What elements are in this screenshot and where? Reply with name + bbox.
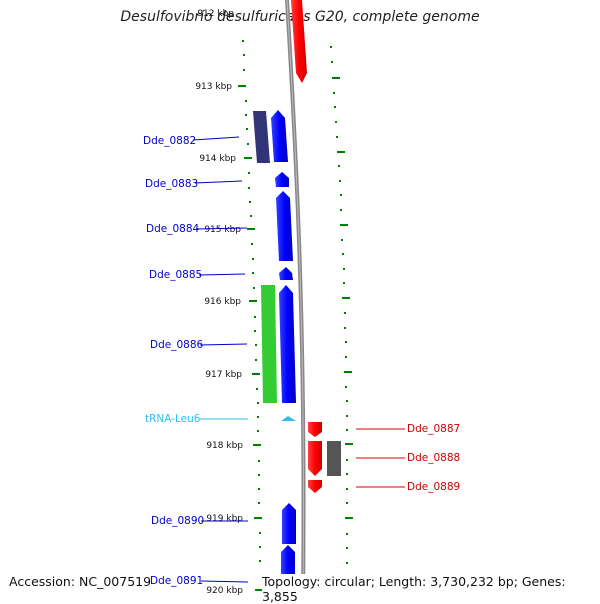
right-major-ticks bbox=[332, 77, 353, 592]
left-tick-marks bbox=[242, 40, 261, 562]
scale-label-913: 913 kbp bbox=[195, 82, 232, 92]
scale-label-916: 916 kbp bbox=[204, 297, 241, 307]
scale-label-914: 914 kbp bbox=[199, 154, 236, 164]
gene-dde-0885[interactable] bbox=[279, 267, 293, 280]
gene-dde-0886[interactable] bbox=[279, 285, 296, 403]
accession-text: Accession: NC_007519 bbox=[9, 574, 152, 589]
label-dde-0884[interactable]: Dde_0884 bbox=[146, 223, 200, 235]
label-dde-0882[interactable]: Dde_0882 bbox=[143, 135, 196, 147]
label-dde-0883[interactable]: Dde_0883 bbox=[145, 178, 198, 190]
left-gene-labels: Dde_0882 Dde_0883 Dde_0884 Dde_0885 Dde_… bbox=[143, 135, 204, 587]
scale-label-918: 918 kbp bbox=[206, 441, 243, 451]
scale-label-917: 917 kbp bbox=[205, 370, 242, 380]
pseudogene-dde-0888[interactable] bbox=[327, 441, 341, 476]
scale-label-920: 920 kbp bbox=[206, 586, 243, 596]
scale-label-912: 912 kbp bbox=[197, 9, 234, 19]
gene-dde-0883[interactable] bbox=[275, 172, 289, 187]
rna-gene[interactable] bbox=[261, 285, 277, 403]
reverse-gene-top[interactable] bbox=[291, 0, 307, 83]
gene-dde-0889[interactable] bbox=[308, 480, 322, 493]
genome-summary-text: Topology: circular; Length: 3,730,232 bp… bbox=[262, 574, 600, 604]
label-trna-leu6[interactable]: tRNA-Leu6 bbox=[145, 413, 201, 425]
scale-labels: 912 kbp 913 kbp 914 kbp 915 kbp 916 kbp … bbox=[195, 9, 243, 596]
right-tick-marks bbox=[330, 46, 348, 564]
label-dde-0890[interactable]: Dde_0890 bbox=[151, 515, 204, 527]
gene-dde-0890[interactable] bbox=[282, 503, 296, 544]
trna-leu6[interactable] bbox=[281, 416, 296, 421]
label-dde-0885[interactable]: Dde_0885 bbox=[149, 269, 202, 281]
pseudogene-dde-0882[interactable] bbox=[253, 111, 270, 163]
label-dde-0891[interactable]: Dde_0891 bbox=[150, 575, 203, 587]
right-gene-labels: Dde_0887 Dde_0888 Dde_0889 bbox=[407, 423, 460, 493]
right-leader-lines bbox=[356, 428, 405, 488]
label-dde-0887[interactable]: Dde_0887 bbox=[407, 423, 460, 435]
gene-dde-0888[interactable] bbox=[308, 441, 322, 476]
scale-label-919: 919 kbp bbox=[206, 514, 243, 524]
gene-dde-0882[interactable] bbox=[271, 110, 288, 162]
label-dde-0886[interactable]: Dde_0886 bbox=[150, 339, 204, 351]
gene-dde-0884[interactable] bbox=[276, 191, 293, 261]
scale-label-915: 915 kbp bbox=[204, 225, 241, 235]
gene-dde-0887[interactable] bbox=[308, 422, 322, 437]
label-dde-0888[interactable]: Dde_0888 bbox=[407, 452, 460, 464]
left-major-ticks bbox=[238, 85, 263, 591]
label-dde-0889[interactable]: Dde_0889 bbox=[407, 481, 460, 493]
left-leader-lines bbox=[192, 136, 249, 583]
